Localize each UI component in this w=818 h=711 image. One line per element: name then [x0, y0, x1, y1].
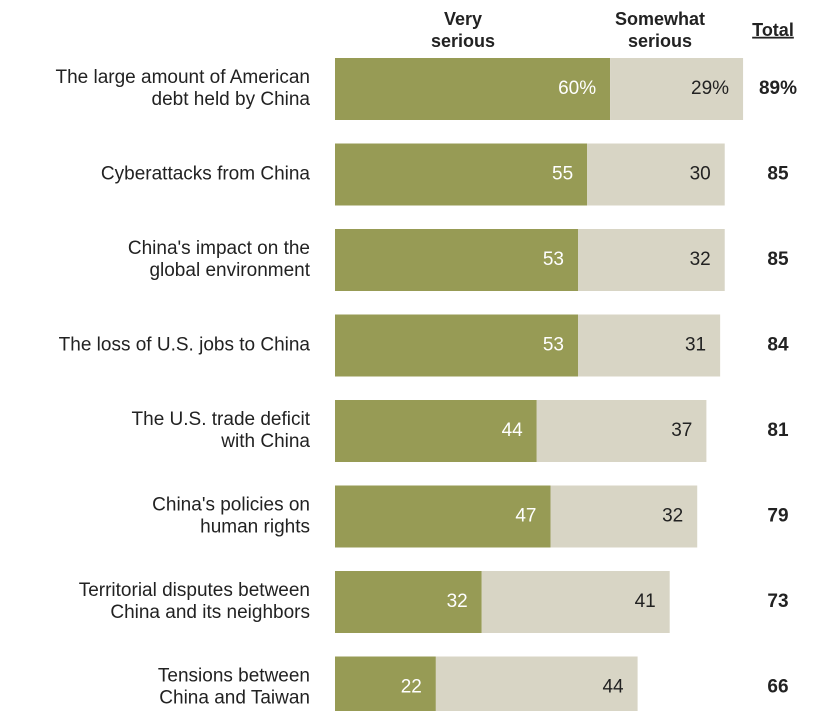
bar-segment — [578, 314, 721, 377]
bar-segment — [587, 143, 725, 206]
value-label: 47 — [515, 506, 536, 527]
category-label: China's impact on the global environment — [128, 238, 311, 281]
total-label: 73 — [767, 591, 788, 612]
category-label: The U.S. trade deficit with China — [132, 409, 311, 452]
category-label: Cyberattacks from China — [101, 164, 311, 185]
value-label: 31 — [685, 335, 706, 356]
category-label: Territorial disputes between China and it… — [79, 580, 310, 623]
total-label: 79 — [767, 506, 788, 527]
bar-segment — [335, 400, 537, 462]
total-label: 89% — [759, 78, 797, 99]
bar-segment — [481, 571, 670, 633]
total-label: 84 — [767, 335, 789, 356]
bar-segment — [435, 656, 638, 711]
bar-segment — [550, 485, 698, 548]
value-label: 41 — [635, 591, 656, 612]
legend-label: Very serious — [431, 9, 495, 51]
value-label: 44 — [502, 420, 524, 441]
value-label: 32 — [690, 249, 711, 270]
value-label: 32 — [662, 506, 683, 527]
total-label: 66 — [767, 677, 788, 698]
total-label: 85 — [767, 164, 789, 185]
bar-segment — [610, 58, 744, 120]
category-label: China's policies on human rights — [152, 495, 310, 538]
bar-segment — [335, 314, 579, 377]
category-label: The large amount of American debt held by… — [55, 67, 310, 110]
bar-segment — [335, 571, 482, 633]
total-label: 85 — [767, 249, 789, 270]
value-label: 22 — [401, 677, 422, 698]
value-label: 29% — [691, 78, 729, 99]
legend-label: Somewhat serious — [615, 9, 705, 51]
bar-segment — [335, 143, 588, 206]
category-label: The loss of U.S. jobs to China — [59, 335, 311, 356]
value-label: 32 — [447, 591, 468, 612]
bar-segment — [335, 229, 579, 291]
value-label: 53 — [543, 335, 564, 356]
total-header: Total — [752, 20, 794, 40]
value-label: 37 — [671, 420, 692, 441]
value-label: 60% — [558, 78, 596, 99]
bar-segment — [335, 485, 551, 548]
value-label: 44 — [602, 677, 624, 698]
bar-segment — [536, 400, 707, 462]
bar-segment — [578, 229, 725, 291]
bar-segment — [335, 656, 436, 711]
value-label: 53 — [543, 249, 564, 270]
total-label: 81 — [767, 420, 789, 441]
category-label: Tensions between China and Taiwan — [158, 666, 310, 709]
bar-segment — [335, 58, 611, 120]
value-label: 30 — [690, 164, 711, 185]
value-label: 55 — [552, 164, 573, 185]
